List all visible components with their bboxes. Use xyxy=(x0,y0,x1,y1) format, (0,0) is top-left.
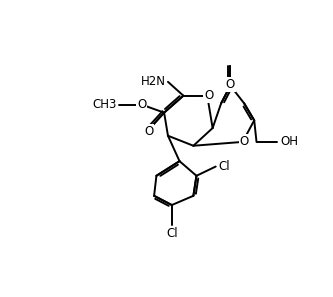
Text: O: O xyxy=(226,78,235,91)
Text: O: O xyxy=(144,125,153,138)
Text: OH: OH xyxy=(280,135,298,148)
Text: Cl: Cl xyxy=(166,228,177,240)
Text: H2N: H2N xyxy=(141,75,166,88)
Text: CH3: CH3 xyxy=(92,98,116,111)
Text: O: O xyxy=(137,98,147,111)
Text: O: O xyxy=(204,89,213,102)
Text: Cl: Cl xyxy=(218,160,230,173)
Text: O: O xyxy=(239,135,249,148)
